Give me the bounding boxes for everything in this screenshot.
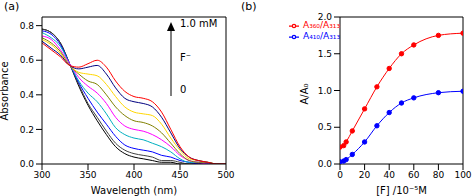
svg-text:1.5: 1.5 [318, 49, 332, 59]
svg-text:[F] /10⁻⁵M: [F] /10⁻⁵M [376, 185, 427, 196]
svg-text:0.8: 0.8 [20, 21, 35, 31]
html-text:(a): (a) [4, 0, 20, 13]
svg-text:80: 80 [433, 170, 445, 180]
svg-text:300: 300 [33, 170, 50, 180]
svg-text:0.0: 0.0 [20, 159, 35, 169]
svg-text:Absorbance: Absorbance [8, 61, 10, 120]
svg-text:20: 20 [359, 170, 371, 180]
html-text:0: 0 [180, 84, 187, 95]
svg-text:0.0: 0.0 [318, 159, 333, 169]
svg-text:Wavelength (nm): Wavelength (nm) [91, 185, 177, 196]
svg-text:0.5: 0.5 [318, 122, 332, 132]
html-text:F⁻: F⁻ [180, 52, 191, 63]
svg-text:A/A₀: A/A₀ [299, 83, 310, 104]
svg-text:60: 60 [408, 170, 420, 180]
html-text:(b): (b) [241, 0, 257, 13]
svg-text:1.0: 1.0 [318, 86, 333, 96]
html-text:A₃₆₀/A₃₁₃: A₃₆₀/A₃₁₃ [303, 20, 340, 30]
svg-text:450: 450 [171, 170, 188, 180]
html-text:A₄₁₀/A₃₁₃: A₄₁₀/A₃₁₃ [303, 31, 340, 41]
svg-text:40: 40 [383, 170, 395, 180]
svg-text:0.4: 0.4 [20, 90, 35, 100]
svg-text:100: 100 [454, 170, 466, 180]
html-text:1.0 mM: 1.0 mM [180, 18, 218, 29]
svg-text:0.2: 0.2 [20, 125, 34, 135]
svg-text:0: 0 [337, 170, 343, 180]
svg-text:0.6: 0.6 [20, 55, 35, 65]
svg-text:500: 500 [217, 170, 234, 180]
svg-text:350: 350 [79, 170, 96, 180]
svg-text:2.0: 2.0 [318, 12, 333, 22]
svg-text:400: 400 [125, 170, 142, 180]
